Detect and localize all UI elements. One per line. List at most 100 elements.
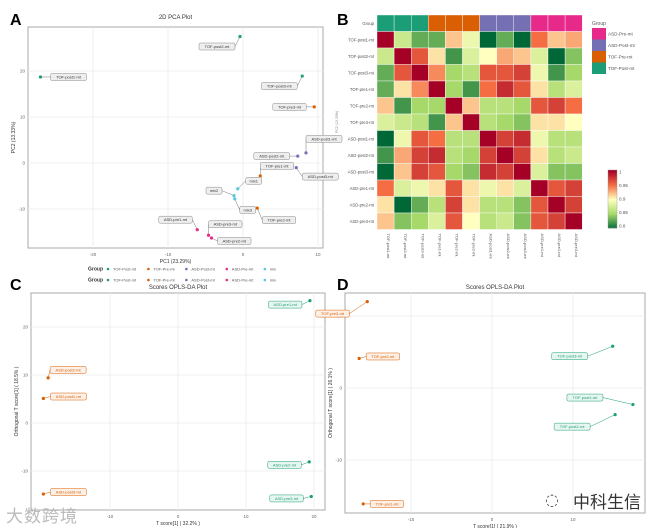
data-point — [357, 356, 361, 361]
heatmap-cell — [411, 64, 429, 82]
heatmap-cell — [564, 163, 583, 181]
point-label-box — [269, 494, 304, 503]
heatmap-cell — [496, 179, 515, 197]
data-point-group: ASD-pre3-mt — [206, 220, 243, 237]
heatmap-cell — [530, 196, 549, 214]
legend-marker — [147, 278, 150, 282]
heatmap-cell — [411, 212, 429, 230]
x-tick-label: 0 — [491, 517, 494, 522]
heatmap-cell — [547, 130, 566, 148]
point-label: TOF-pre2-mt — [267, 218, 291, 223]
group-annotation-cell — [376, 14, 395, 32]
colorbar-segment — [608, 207, 617, 210]
data-point — [312, 105, 316, 109]
colorbar-segment — [608, 204, 617, 207]
heatmap-cell — [376, 179, 395, 197]
heatmap-cell — [530, 212, 549, 230]
data-point — [232, 194, 236, 198]
heatmap-cell — [564, 212, 583, 230]
y-tick-label: 0 — [25, 421, 28, 426]
colorbar-segment — [608, 203, 617, 206]
data-point-group: ASD-post3-mt — [41, 488, 87, 496]
data-point — [209, 236, 214, 240]
heatmap-cell — [547, 64, 566, 82]
y-axis-label: PC2 (13.33%) — [11, 121, 17, 153]
pca-chart: -20 -10 0 10 20 10 0 -10 2D PCA Plot PC1 (23.29%)… — [11, 15, 343, 273]
data-point-group: mix1 — [236, 177, 262, 191]
column-label: ASD-pre2-mt — [557, 234, 562, 258]
heatmap-cell — [547, 97, 566, 115]
colorbar-segment — [608, 185, 617, 188]
legend-marker — [106, 267, 110, 271]
data-point — [613, 413, 617, 417]
heatmap-cell — [428, 146, 446, 164]
heatmap-cell — [496, 146, 515, 164]
point-label-box — [553, 422, 591, 431]
group-annotation-cell — [411, 14, 429, 32]
point-label: TOF-pre3-mt — [321, 311, 345, 316]
heatmap-cell — [376, 64, 395, 82]
point-label-box — [262, 216, 296, 224]
data-point-group: TOF-post3-mt — [261, 74, 304, 90]
heatmap-cell — [496, 97, 515, 115]
colorbar-segment — [608, 217, 617, 220]
data-point-group: TOF-post1-mt — [566, 393, 635, 407]
legend-entry: ASD-Post-mt — [191, 278, 215, 283]
point-label: TOF-post2-mt — [560, 424, 586, 429]
colorbar-segment — [608, 172, 617, 175]
row-label: TOF-post1-mt — [348, 37, 375, 42]
column-label: ASD-post2-mt — [506, 234, 511, 260]
heatmap-cell — [428, 163, 446, 181]
row-label: ASD-pre3-mt — [350, 219, 375, 224]
heatmap-cell — [547, 212, 566, 230]
panel-label-b: B — [337, 12, 349, 29]
point-label-box — [50, 488, 87, 496]
heatmap-cell — [564, 130, 583, 148]
label-leader-line — [221, 190, 235, 196]
colorbar-segment — [608, 200, 617, 203]
row-label: ASD-post3-mt — [348, 169, 375, 174]
y-tick-label: -10 — [18, 207, 25, 212]
group-annotation-cell — [428, 14, 446, 32]
heatmap-legend-title: Group — [592, 21, 606, 27]
heatmap-cell — [547, 163, 566, 181]
colorbar-segment — [608, 201, 617, 204]
heatmap-legend-entry: TOF-Post-mt — [608, 66, 635, 71]
point-label-box — [305, 135, 343, 143]
heatmap-cell — [479, 80, 497, 98]
x-tick-label: -10 — [165, 252, 172, 257]
x-tick-label: 0 — [242, 252, 245, 257]
colorbar-segment — [608, 220, 617, 223]
heatmap-cell — [479, 196, 497, 214]
data-point-group: ASD-pre3-mt — [269, 494, 313, 503]
point-label-box — [315, 309, 350, 318]
heatmap-cell — [513, 47, 532, 65]
column-label: ASD-pre3-mt — [574, 234, 579, 258]
heatmap-cell — [462, 113, 480, 131]
point-label-box — [260, 162, 294, 170]
colorbar-segment — [608, 223, 617, 226]
heatmap-cell — [496, 130, 515, 148]
chart-title: Scores OPLS-DA Plot — [149, 285, 208, 291]
heatmap-cell — [479, 47, 497, 65]
data-point-group: ASD-post2-mt — [253, 152, 300, 160]
heatmap-cell — [513, 97, 532, 115]
heatmap-legend-swatch — [592, 62, 606, 74]
heatmap-cell — [530, 64, 549, 82]
data-point — [294, 166, 298, 170]
heatmap-cell — [428, 113, 446, 131]
data-point — [258, 174, 262, 178]
data-point — [236, 187, 240, 191]
heatmap-cell — [376, 113, 395, 131]
heatmap-cell — [411, 146, 429, 164]
x-tick-label: -20 — [90, 252, 97, 257]
heatmap-cell — [445, 113, 463, 131]
heatmap-cell — [411, 47, 429, 65]
point-label: ASD-pre2-mt — [223, 238, 247, 243]
heatmap-cell — [428, 130, 446, 148]
x-axis-label: PC1 (23.29%) — [160, 259, 192, 265]
group-annotation-cell — [496, 14, 515, 32]
heatmap-cell — [376, 146, 395, 164]
data-point — [631, 402, 635, 407]
